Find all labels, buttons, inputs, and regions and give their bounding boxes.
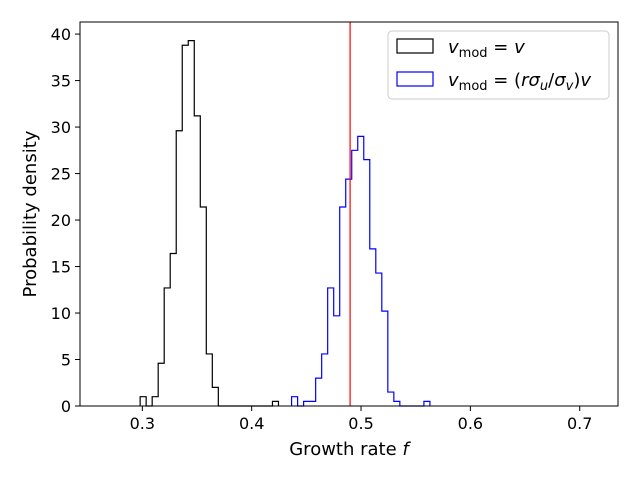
x-tick-label: 0.5 <box>348 414 373 433</box>
y-tick-label: 40 <box>51 25 71 44</box>
y-tick-label: 5 <box>61 351 71 370</box>
x-tick-label: 0.6 <box>458 414 483 433</box>
x-tick-label: 0.3 <box>130 414 155 433</box>
y-tick-label: 0 <box>61 397 71 416</box>
legend-swatch-series-1 <box>396 38 434 54</box>
y-axis-label: Probability density <box>20 130 41 297</box>
histogram-series-2 <box>290 135 431 407</box>
x-tick-label: 0.7 <box>567 414 592 433</box>
y-tick-label: 10 <box>51 304 71 323</box>
y-tick-label: 25 <box>51 165 71 184</box>
plot-frame <box>79 21 619 407</box>
legend: vmod = v vmod = (rσu/σv)v <box>387 30 610 100</box>
x-axis-ticks: 0.3 0.4 0.5 0.6 0.7 <box>130 406 592 433</box>
x-axis-label: Growth rate f <box>289 439 411 460</box>
y-tick-label: 20 <box>51 211 71 230</box>
legend-box <box>387 30 610 100</box>
y-tick-label: 15 <box>51 258 71 277</box>
x-tick-label: 0.4 <box>239 414 264 433</box>
y-tick-label: 30 <box>51 118 71 137</box>
legend-swatch-series-2 <box>396 71 434 87</box>
y-tick-label: 35 <box>51 72 71 91</box>
y-axis-ticks: 0 5 10 15 20 25 30 35 40 <box>51 25 80 416</box>
